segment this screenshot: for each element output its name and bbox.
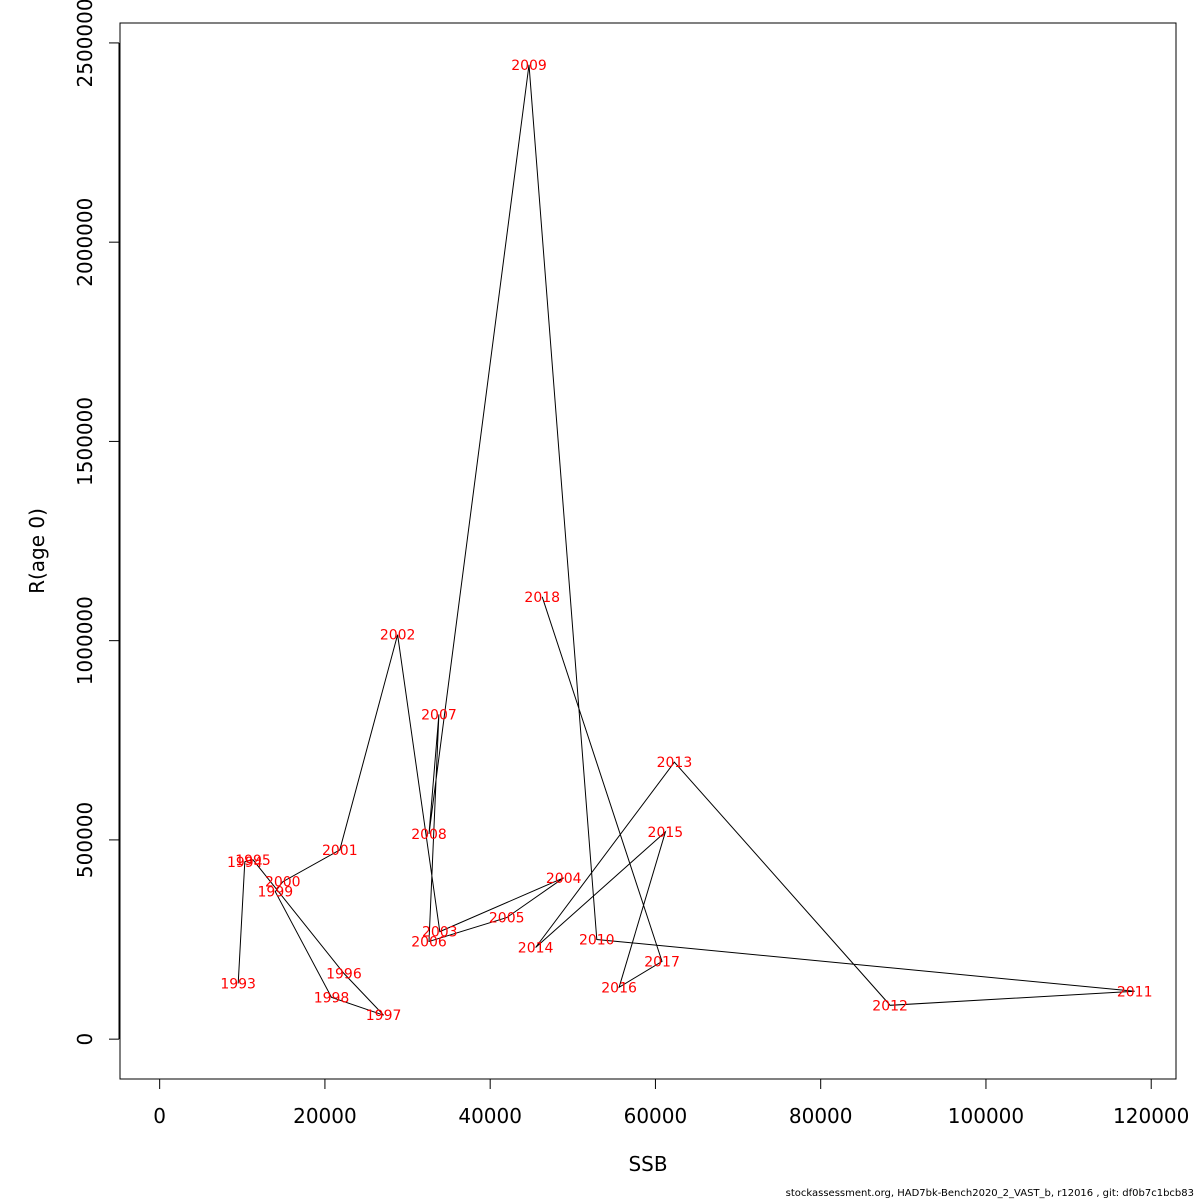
x-tick-label: 100000	[948, 1104, 1024, 1128]
footer-credit: stockassessment.org, HAD7bk-Bench2020_2_…	[785, 1188, 1194, 1199]
point-label-2010: 2010	[579, 933, 615, 949]
point-label-1997: 1997	[366, 1008, 402, 1024]
x-axis: 0 20000 40000 60000 80000 100000 120000	[153, 1078, 1189, 1128]
point-label-2013: 2013	[657, 755, 693, 771]
point-label-2015: 2015	[648, 825, 684, 841]
plot-frame	[119, 22, 1177, 1080]
point-label-2009: 2009	[511, 58, 547, 74]
y-tick-label: 2000000	[73, 198, 97, 287]
series-line	[237, 64, 1135, 1016]
x-tick-label: 0	[153, 1104, 166, 1128]
point-label-2001: 2001	[322, 843, 358, 859]
y-axis: 0 500000 1000000 1500000 2000000 2500000	[73, 0, 120, 1046]
point-label-1998: 1998	[314, 990, 350, 1006]
point-label-2017: 2017	[644, 954, 680, 970]
point-label-2014: 2014	[518, 940, 554, 956]
x-tick-label: 60000	[624, 1104, 688, 1128]
point-label-2004: 2004	[546, 871, 582, 887]
point-label-1996: 1996	[326, 966, 362, 982]
point-label-2011: 2011	[1117, 984, 1153, 1000]
point-label-2018: 2018	[524, 590, 560, 606]
point-label-2012: 2012	[872, 998, 908, 1014]
x-tick-label: 20000	[293, 1104, 357, 1128]
point-label-2005: 2005	[489, 911, 525, 927]
y-axis-title: R(age 0)	[25, 508, 49, 594]
x-tick-label: 80000	[789, 1104, 853, 1128]
point-label-2006: 2006	[411, 935, 447, 951]
point-label-2002: 2002	[380, 628, 416, 644]
x-axis-title: SSB	[628, 1152, 667, 1176]
point-label-1993: 1993	[220, 976, 256, 992]
point-label-1994: 1994	[227, 855, 263, 871]
point-label-2003: 2003	[422, 925, 458, 941]
point-label-2008: 2008	[411, 827, 447, 843]
point-label-2016: 2016	[601, 980, 637, 996]
x-tick-label: 120000	[1113, 1104, 1189, 1128]
point-label-2007: 2007	[421, 707, 457, 723]
y-tick-label: 2500000	[73, 0, 97, 87]
y-tick-label: 500000	[73, 802, 97, 878]
point-label-2000: 2000	[265, 875, 301, 891]
y-tick-label: 0	[73, 1033, 97, 1046]
x-tick-label: 40000	[458, 1104, 522, 1128]
y-tick-label: 1000000	[73, 596, 97, 685]
y-tick-label: 1500000	[73, 397, 97, 486]
point-label-1999: 1999	[258, 885, 294, 901]
point-label-1995: 1995	[235, 853, 271, 869]
